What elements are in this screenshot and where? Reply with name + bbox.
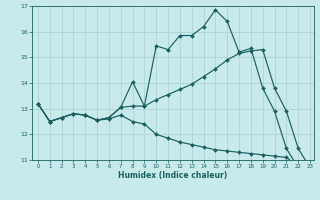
X-axis label: Humidex (Indice chaleur): Humidex (Indice chaleur) [118,171,228,180]
